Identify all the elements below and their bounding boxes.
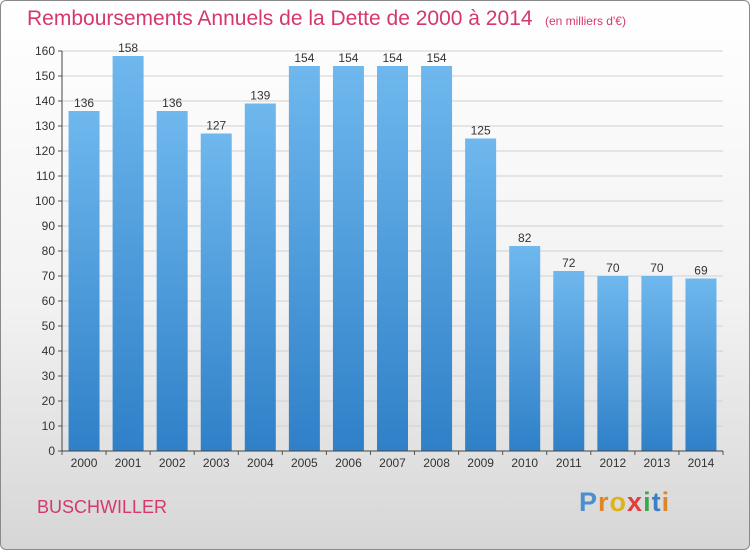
value-label: 154 xyxy=(294,51,314,65)
logo-letter: t xyxy=(651,487,662,517)
y-tick-label: 30 xyxy=(42,369,56,383)
y-tick-label: 90 xyxy=(42,219,56,233)
y-tick-label: 120 xyxy=(35,144,55,158)
bar xyxy=(156,111,188,451)
x-tick-label: 2007 xyxy=(379,456,406,470)
bar xyxy=(465,138,497,451)
y-tick-label: 140 xyxy=(35,94,55,108)
bar xyxy=(597,276,629,451)
x-tick-label: 2004 xyxy=(247,456,274,470)
y-tick-label: 110 xyxy=(36,169,55,183)
y-tick-label: 20 xyxy=(42,394,56,408)
bar xyxy=(200,133,232,451)
value-label: 72 xyxy=(562,256,576,270)
bar xyxy=(68,111,100,451)
y-tick-label: 70 xyxy=(42,269,56,283)
y-axis-ticks: 0 10 20 30 40 50 60 70 80 90 100 110 120 130 140 150 160 xyxy=(35,44,62,458)
x-axis-ticks: 2000 2001 2002 2003 2004 2005 2006 2007 2008 2009… xyxy=(61,451,724,470)
bar xyxy=(112,56,144,451)
value-label: 136 xyxy=(162,96,182,110)
value-label: 139 xyxy=(250,89,270,103)
value-label: 82 xyxy=(518,231,532,245)
bars xyxy=(68,56,717,451)
value-labels: 136 158 136 127 139 154 154 154 154 125 82 72 70 70 69 xyxy=(74,41,708,278)
value-label: 154 xyxy=(338,51,358,65)
bar xyxy=(244,103,276,451)
proxiti-logo: Proxiti xyxy=(579,487,670,518)
value-label: 70 xyxy=(650,261,664,275)
x-tick-label: 2008 xyxy=(423,456,450,470)
x-tick-label: 2013 xyxy=(644,456,671,470)
x-tick-label: 2006 xyxy=(335,456,362,470)
x-tick-label: 2010 xyxy=(511,456,538,470)
bar xyxy=(421,66,453,451)
y-tick-label: 10 xyxy=(42,419,56,433)
chart-title: Remboursements Annuels de la Dette de 20… xyxy=(27,7,626,31)
value-label: 154 xyxy=(382,51,402,65)
value-label: 70 xyxy=(606,261,620,275)
bar xyxy=(377,66,408,451)
logo-letter: x xyxy=(627,487,644,517)
x-tick-label: 2009 xyxy=(467,456,494,470)
logo-letter: P xyxy=(579,487,599,517)
x-tick-label: 2014 xyxy=(688,456,715,470)
x-tick-label: 2011 xyxy=(556,456,582,470)
y-tick-label: 130 xyxy=(35,119,55,133)
value-label: 69 xyxy=(694,264,708,278)
value-label: 154 xyxy=(427,51,447,65)
logo-letter: i xyxy=(661,487,671,517)
chart-unit-text: (en milliers d'€) xyxy=(544,14,626,28)
y-tick-label: 50 xyxy=(42,319,56,333)
bar xyxy=(288,66,320,451)
x-tick-label: 2005 xyxy=(291,456,318,470)
y-tick-label: 80 xyxy=(42,244,56,258)
x-tick-label: 2003 xyxy=(203,456,230,470)
y-tick-label: 100 xyxy=(35,194,55,208)
bar xyxy=(641,276,673,451)
bar xyxy=(332,66,364,451)
axes xyxy=(61,51,723,452)
value-label: 127 xyxy=(206,119,226,133)
bar xyxy=(509,246,541,451)
x-tick-label: 2012 xyxy=(599,456,626,470)
value-label: 158 xyxy=(118,41,138,55)
value-label: 125 xyxy=(471,124,491,138)
bar xyxy=(685,278,717,451)
y-tick-label: 0 xyxy=(48,444,55,458)
logo-letter: i xyxy=(643,487,652,517)
chart-title-text: Remboursements Annuels de la Dette de 20… xyxy=(27,7,533,30)
value-label: 136 xyxy=(74,96,94,110)
y-tick-label: 40 xyxy=(42,344,56,358)
y-tick-label: 60 xyxy=(42,294,56,308)
y-tick-label: 150 xyxy=(35,69,55,83)
logo-letter: o xyxy=(609,487,628,517)
bar xyxy=(553,271,585,451)
logo-letter: r xyxy=(598,487,610,517)
commune-name: BUSCHWILLER xyxy=(37,497,168,517)
y-tick-label: 160 xyxy=(35,44,55,58)
x-tick-label: 2002 xyxy=(159,456,186,470)
x-tick-label: 2000 xyxy=(71,456,98,470)
x-tick-label: 2001 xyxy=(115,456,142,470)
